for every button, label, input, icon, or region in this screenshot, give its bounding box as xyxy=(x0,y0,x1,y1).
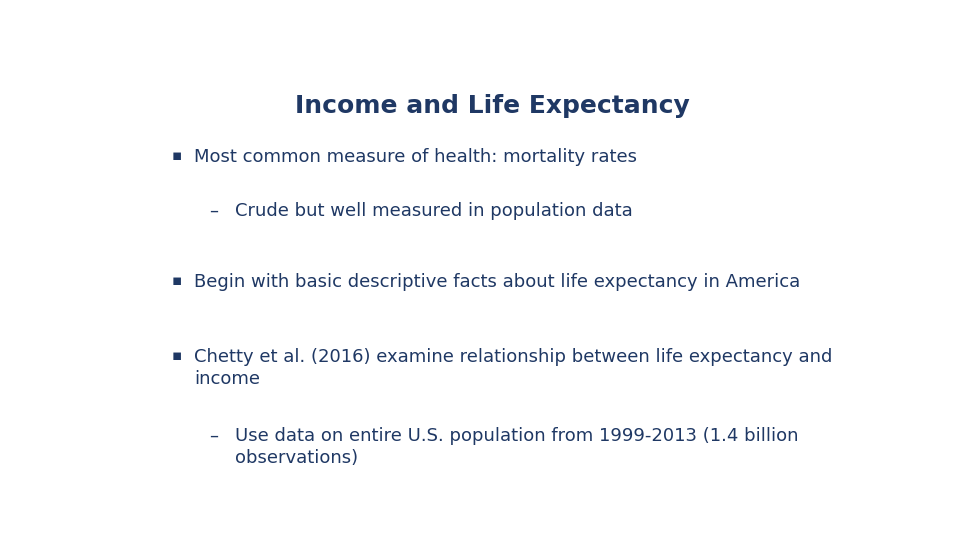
Text: –: – xyxy=(209,202,218,220)
Text: ▪: ▪ xyxy=(172,148,182,163)
Text: Use data on entire U.S. population from 1999-2013 (1.4 billion
observations): Use data on entire U.S. population from … xyxy=(235,427,799,468)
Text: Chetty et al. (2016) examine relationship between life expectancy and
income: Chetty et al. (2016) examine relationshi… xyxy=(194,348,832,388)
Text: Most common measure of health: mortality rates: Most common measure of health: mortality… xyxy=(194,148,637,166)
Text: –: – xyxy=(209,427,218,444)
Text: ▪: ▪ xyxy=(172,348,182,362)
Text: Begin with basic descriptive facts about life expectancy in America: Begin with basic descriptive facts about… xyxy=(194,273,801,291)
Text: ▪: ▪ xyxy=(172,273,182,288)
Text: Crude but well measured in population data: Crude but well measured in population da… xyxy=(235,202,633,220)
Text: Income and Life Expectancy: Income and Life Expectancy xyxy=(295,94,689,118)
